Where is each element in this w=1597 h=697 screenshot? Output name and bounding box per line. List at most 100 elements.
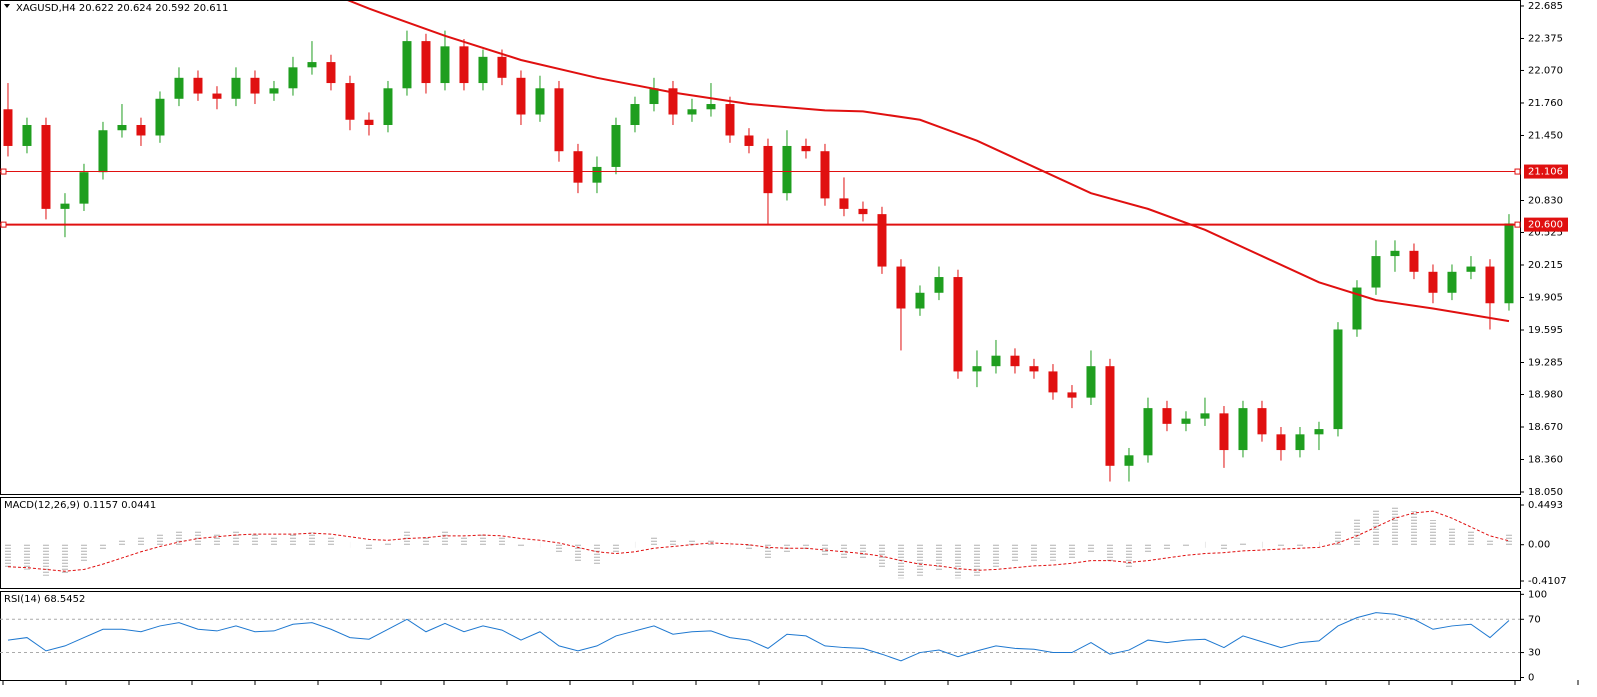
y-tick-label: 21.760 [1528,98,1563,109]
candle-body [1466,266,1476,272]
candle-body [706,104,716,110]
y-tick-label: 22.685 [1528,1,1563,12]
candle-body [421,41,431,84]
candle-body [117,124,127,131]
candle-body [136,124,146,136]
y-tick-label: 22.375 [1528,33,1563,44]
candle-body [1447,271,1457,293]
y-tick-label: 18.050 [1528,487,1563,498]
candle-body [744,135,754,146]
y-tick-label: 20.830 [1528,195,1563,206]
candle-body [1010,355,1020,367]
y-tick-label: 19.905 [1528,292,1563,303]
level-anchor [1514,221,1521,228]
candle-body [611,124,621,167]
y-tick-label: 70 [1528,614,1541,625]
level-label: 20.600 [1528,220,1563,231]
plot-area [4,507,1512,579]
candle-body [1200,413,1210,419]
candle-body [858,208,868,215]
candle-body [801,145,811,152]
candle-body [1086,366,1096,398]
candle-body [1371,256,1381,288]
candle-body [934,277,944,293]
candle-body [288,67,298,89]
candle-body [820,151,830,199]
candle-body [1143,408,1153,456]
candle-body [1257,408,1267,435]
level-anchor [0,168,7,175]
candle-body [1067,392,1077,398]
moving-average [347,1,1510,323]
candle-body [345,83,355,120]
candle-body [402,41,412,89]
candle-body [497,56,507,78]
candle-body [1124,455,1134,466]
candle-body [1485,266,1495,304]
plot-area [3,1,1514,482]
panel-title: MACD(12,26,9) 0.1157 0.0441 [4,500,156,511]
y-tick-label: 20.525 [1528,227,1563,238]
candle-body [440,46,450,84]
candle-body [326,62,336,84]
y-tick-label: 22.070 [1528,65,1563,76]
candle-body [1181,418,1191,424]
candle-body [1409,250,1419,272]
candle-body [364,119,374,125]
candle-body [41,124,51,209]
candle-body [22,124,32,146]
y-tick-label: 0.4493 [1528,500,1563,511]
candle-body [478,56,488,84]
candle-body [763,145,773,194]
candle-body [1352,287,1362,330]
candle-body [79,172,89,204]
candle-body [573,151,583,183]
candle-body [1276,434,1286,451]
y-tick-label: 21.450 [1528,130,1563,141]
candle-body [877,214,887,267]
candle-body [193,77,203,94]
y-tick-label: 19.285 [1528,358,1563,369]
candle-body [174,77,184,99]
candle-body [1219,413,1229,451]
rsi-line [7,612,1510,662]
panel-frame [0,497,1521,589]
candle-body [307,62,317,68]
panel-title: RSI(14) 68.5452 [4,594,85,605]
candle-body [535,88,545,115]
candle-body [269,88,279,94]
y-tick-label: 20.215 [1528,260,1563,271]
candle-body [231,77,241,99]
candle-body [1238,408,1248,451]
y-tick-label: 0 [1528,673,1534,684]
candle-body [155,98,165,136]
candle-body [1029,366,1039,372]
signal-line [7,510,1510,572]
candle-body [725,104,735,136]
candle-body [1295,434,1305,451]
y-tick-label: 0.00 [1528,540,1550,551]
level-label: 21.106 [1528,167,1563,178]
candle-body [687,109,697,115]
candle-body [516,77,526,115]
candle-body [972,366,982,372]
y-tick-label: 18.670 [1528,422,1563,433]
candle-body [953,277,963,372]
candle-body [668,88,678,115]
level-anchor [0,221,7,228]
candle-body [250,77,260,94]
y-tick-label: 18.980 [1528,389,1563,400]
candle-body [1048,371,1058,393]
candle-body [649,88,659,105]
y-tick-label: 19.595 [1528,325,1563,336]
candle-body [383,88,393,125]
candle-body [1162,408,1172,424]
y-tick-label: 100 [1528,589,1547,600]
candle-body [1428,271,1438,293]
candle-body [98,130,108,173]
level-anchor [1514,168,1521,175]
panel-frame [0,591,1521,681]
candle-body [1333,329,1343,430]
candle-body [1390,250,1400,257]
